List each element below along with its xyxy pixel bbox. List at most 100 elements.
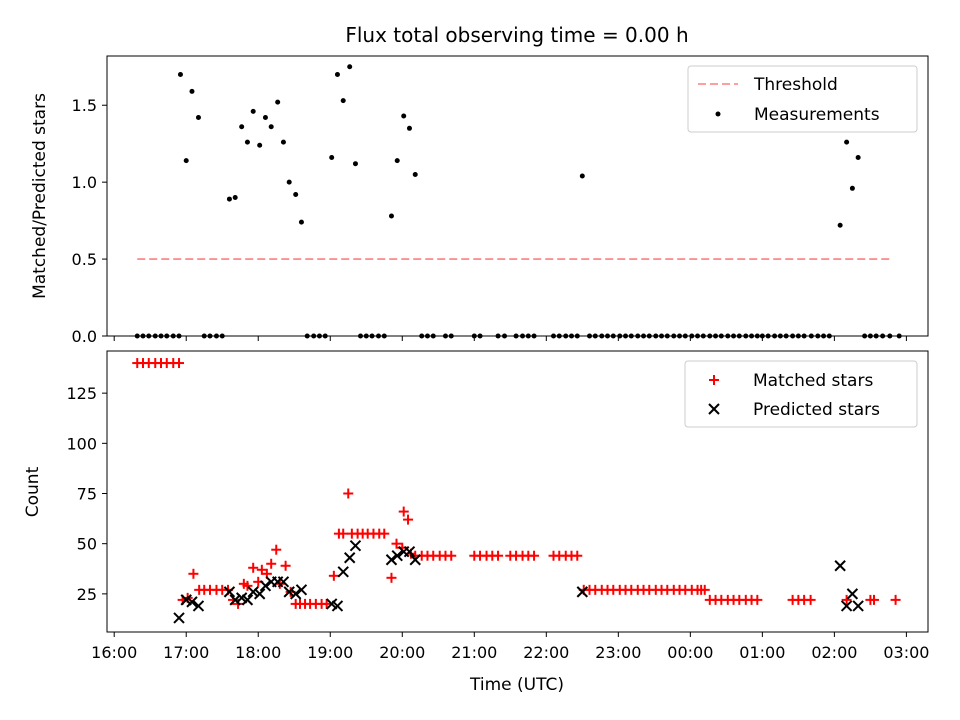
measurement-point [286,179,292,185]
legend-predicted-swatch [708,403,720,415]
measurement-point [659,333,665,339]
measurement-point [183,158,189,164]
measurement-point [862,333,868,339]
measurement-point [207,333,213,339]
measurement-point [195,115,201,121]
measurement-point [743,333,749,339]
predicted-star-point [253,588,266,600]
measurement-point [406,125,412,131]
measurement-point [677,333,683,339]
predicted-star-point [409,554,421,566]
measurement-point [736,333,742,339]
measurement-point [419,333,425,339]
measurement-point [134,333,140,339]
matched-star-point [805,594,816,605]
matched-star-point [338,528,349,539]
matched-star-point [271,544,282,555]
measurement-point [250,108,256,114]
legend-measurements-swatch [715,111,721,117]
matched-star-point [256,564,267,575]
legend-predicted-marker [708,403,720,415]
matched-star-point [752,594,763,605]
measurement-point [707,333,713,339]
measurement-point [599,333,605,339]
predicted-stars-points [173,539,864,624]
matched-star-point [379,528,390,539]
figure-title: Flux total observing time = 0.00 h [345,23,688,47]
measurement-point [695,333,701,339]
count-legend: Matched stars Predicted stars [684,360,918,428]
ratio-legend: Threshold Measurements [687,65,918,133]
matched-star-point [446,550,457,561]
measurement-point [311,333,317,339]
measurement-point [412,171,418,177]
measurement-point [815,333,821,339]
predicted-star-point [223,586,236,598]
measurement-point [381,333,387,339]
matched-star-point [403,514,414,525]
predicted-star-point [277,576,290,588]
measurement-point [275,99,281,105]
measurement-point [731,333,737,339]
legend-matched-swatch [709,375,719,385]
measurement-point [849,185,855,191]
ratio-y-ticks: 0.0 0.5 1.0 1.5 [72,96,107,346]
measurement-point [471,333,477,339]
count-x-tick-label: 23:00 [595,643,641,662]
ratio-y-tick-label: 0.5 [72,250,97,269]
count-x-tick-label: 00:00 [667,643,713,662]
measurement-point [880,333,886,339]
count-y-ticks: 25 50 75 100 125 [66,384,107,604]
measurement-points [134,64,902,339]
measurement-point [896,333,902,339]
measurement-point [605,333,611,339]
measurement-point [239,124,245,130]
measurement-point [837,222,843,228]
predicted-star-point [283,586,295,598]
count-y-tick-label: 75 [77,485,97,504]
count-y-tick-label: 125 [66,384,97,403]
predicted-star-point [186,596,198,608]
measurement-point [682,333,688,339]
measurement-point [867,333,873,339]
measurement-point [628,333,634,339]
measurement-point [772,333,778,339]
measurement-point [765,333,771,339]
measurement-point [808,333,814,339]
measurement-point [244,139,250,145]
matched-star-point [868,594,879,605]
measurement-point [783,333,789,339]
measurement-point [358,333,364,339]
matched-star-point [841,594,852,605]
ratio-legend-box [687,65,918,133]
legend-predicted-label: Predicted stars [753,400,880,420]
predicted-star-point [289,588,302,600]
measurement-point [304,333,310,339]
count-x-ticks: 16:00 17:00 18:00 19:00 20:00 21:00 22:00 23:00… [91,632,929,662]
measurement-point [579,173,585,179]
matched-star-point [321,598,332,609]
ratio-y-tick-label: 1.0 [72,173,97,192]
measurement-point [376,333,382,339]
measurement-point [574,333,580,339]
measurement-point [873,333,879,339]
time-x-label: Time (UTC) [469,675,564,695]
measurement-point [700,333,706,339]
measurement-point [176,333,182,339]
measurement-point [388,213,394,219]
measurement-point [855,155,861,161]
matched-star-point [343,488,354,499]
measurement-point [513,333,519,339]
measurement-point [329,155,335,161]
matched-star-point [699,584,710,595]
measurement-point [219,333,225,339]
measurement-point [718,333,724,339]
ratio-y-tick-label: 0.0 [72,327,97,346]
ratio-panel: 0.0 0.5 1.0 1.5 Matched/Predicted stars Thr… [30,55,929,346]
measurement-point [610,333,616,339]
matched-star-point [398,506,409,517]
measurement-point [316,333,322,339]
matched-star-point [328,570,339,581]
measurement-point [689,333,695,339]
measurement-point [623,333,629,339]
